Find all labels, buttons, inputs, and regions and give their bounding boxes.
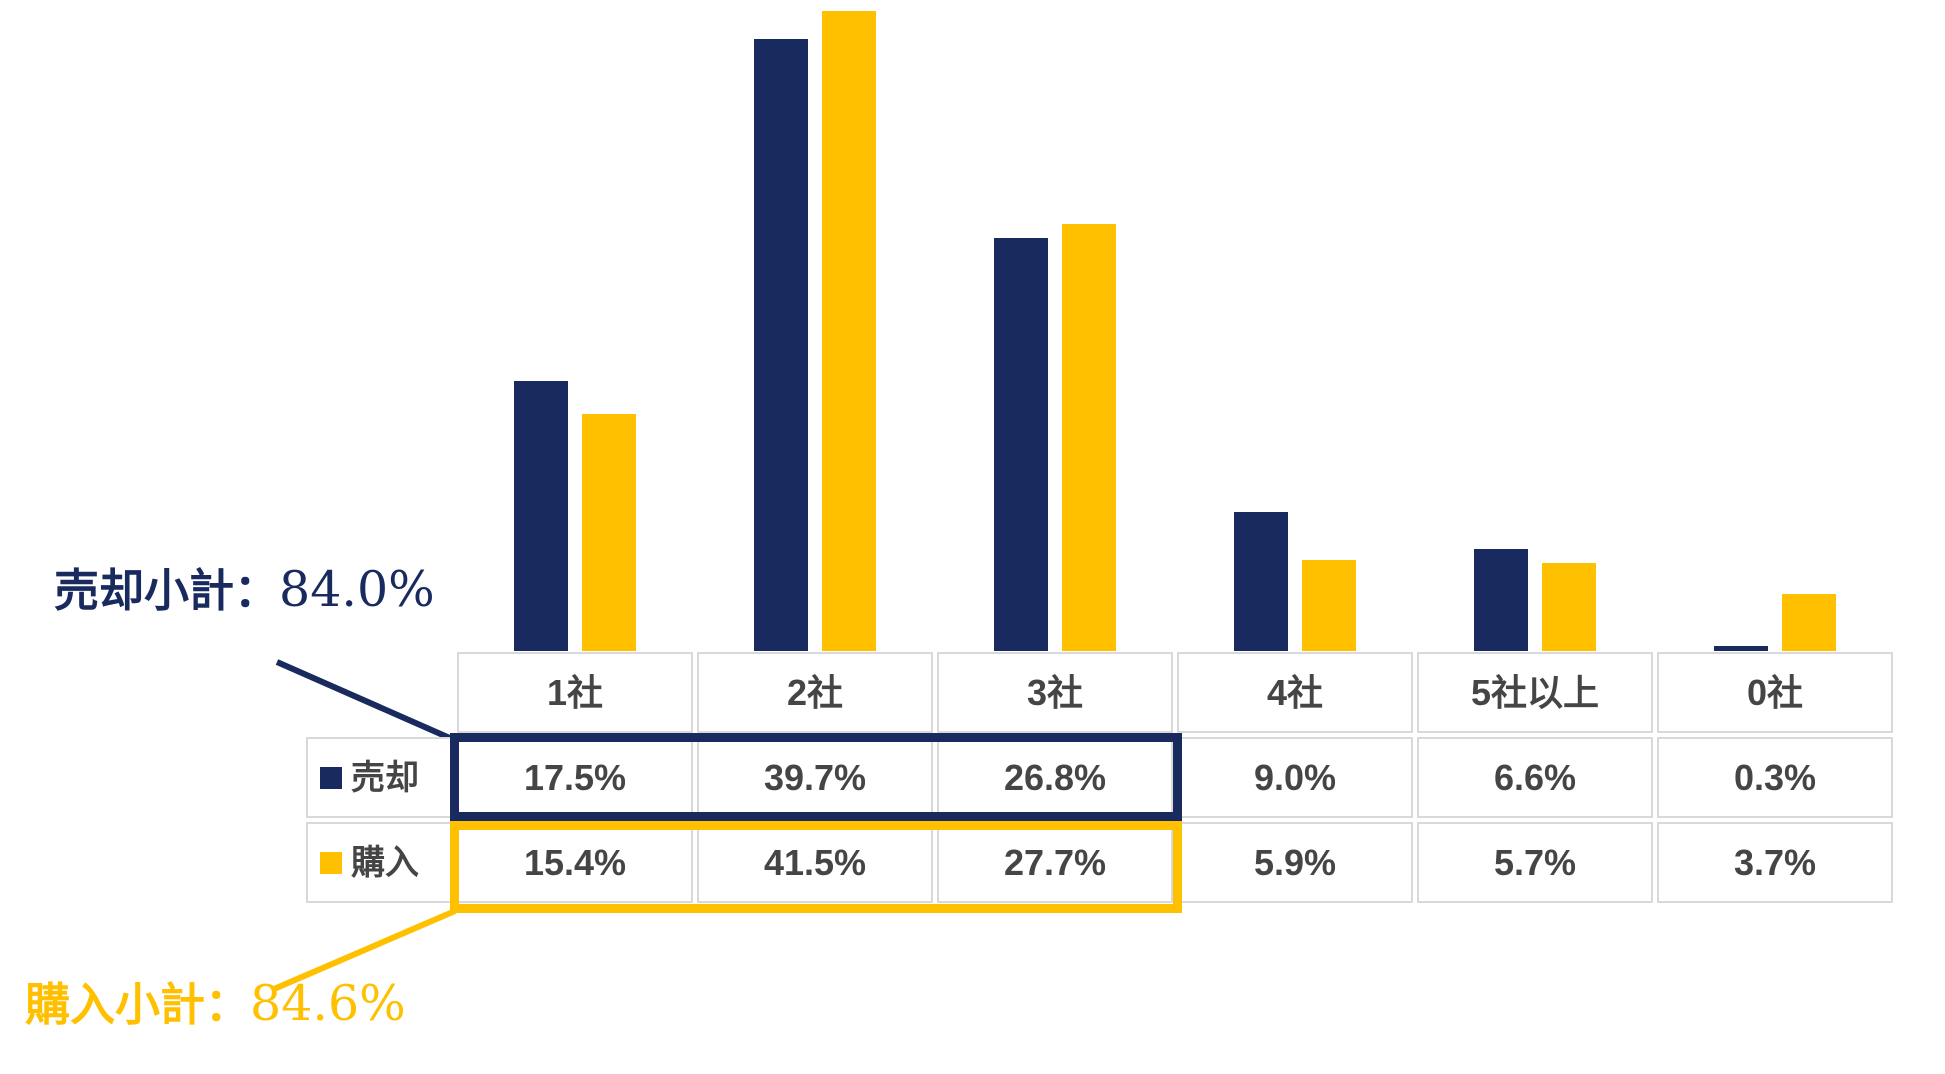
table-value-cell: 26.8% — [937, 737, 1173, 818]
table-value-cell: 5.7% — [1417, 822, 1653, 903]
bar-buy-1社 — [582, 414, 636, 651]
bar-buy-2社 — [822, 11, 876, 651]
table-value-cell: 27.7% — [937, 822, 1173, 903]
bar-buy-3社 — [1062, 224, 1116, 651]
buy-subtotal-annotation: 購入小計：84.6% — [25, 977, 406, 1031]
table-header-cell: 0社 — [1657, 652, 1893, 733]
table-value-cell: 5.9% — [1177, 822, 1413, 903]
table-header-cell: 5社以上 — [1417, 652, 1653, 733]
table-header-cell: 2社 — [697, 652, 933, 733]
table-value-cell: 0.3% — [1657, 737, 1893, 818]
table-header-cell: 3社 — [937, 652, 1173, 733]
legend-swatch-buy — [320, 851, 342, 874]
table-header-cell: 4社 — [1177, 652, 1413, 733]
table-value-cell: 39.7% — [697, 737, 933, 818]
bar-buy-4社 — [1302, 560, 1356, 651]
sell-subtotal-label: 売却小計： — [54, 565, 280, 616]
sell-subtotal-annotation: 売却小計：84.0% — [54, 563, 435, 617]
bar-sell-0社 — [1714, 646, 1768, 651]
table-value-cell: 15.4% — [457, 822, 693, 903]
sell-subtotal-value: 84.0% — [279, 561, 435, 618]
legend-swatch-sell — [320, 766, 342, 789]
table-value-cell: 9.0% — [1177, 737, 1413, 818]
table-value-cell: 6.6% — [1417, 737, 1653, 818]
bar-sell-5社以上 — [1474, 549, 1528, 651]
series-label-cell: 購入 — [306, 822, 453, 903]
series-label: 売却 — [351, 758, 419, 797]
buy-subtotal-value: 84.6% — [250, 975, 406, 1032]
data-table: 1社 2社 3社 4社 5社以上 0社売却 17.5% 39.7% 26.8% 9.0% 6.6% 0… — [306, 652, 1893, 903]
series-label-cell: 売却 — [306, 737, 453, 818]
table-corner-spacer — [306, 652, 453, 733]
bar-sell-2社 — [754, 39, 808, 651]
table-value-cell: 17.5% — [457, 737, 693, 818]
bar-buy-0社 — [1782, 594, 1836, 651]
table-value-cell: 3.7% — [1657, 822, 1893, 903]
bar-sell-1社 — [514, 381, 568, 651]
table-header-cell: 1社 — [457, 652, 693, 733]
table-value-cell: 41.5% — [697, 822, 933, 903]
bar-sell-3社 — [994, 238, 1048, 651]
bar-buy-5社以上 — [1542, 563, 1596, 651]
bar-sell-4社 — [1234, 512, 1288, 651]
buy-subtotal-label: 購入小計： — [25, 979, 251, 1030]
series-label: 購入 — [351, 843, 419, 882]
